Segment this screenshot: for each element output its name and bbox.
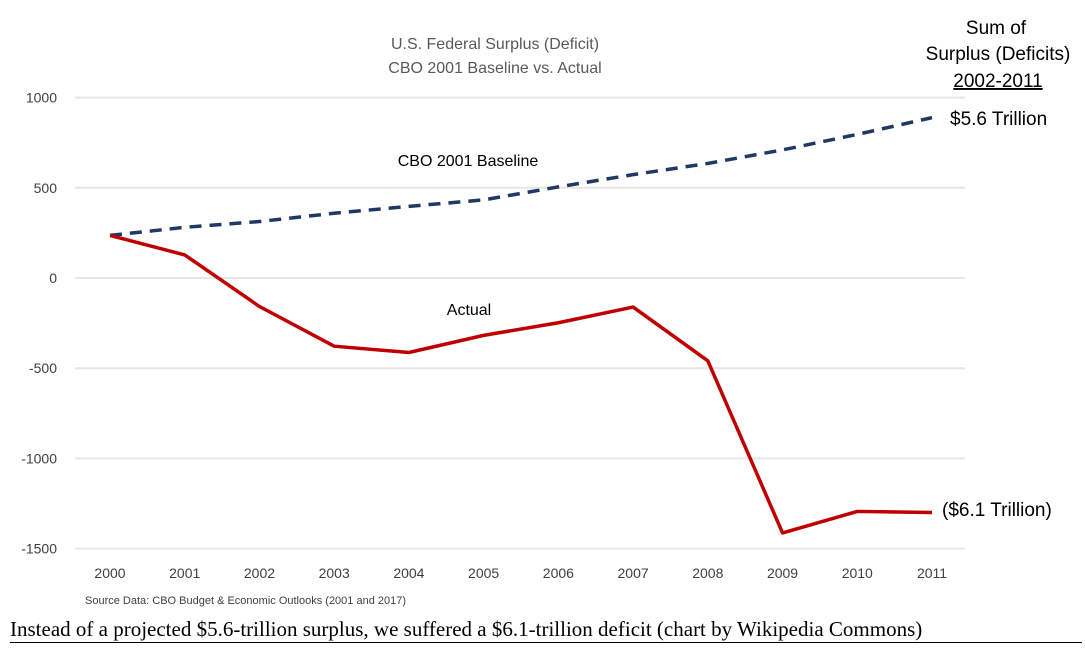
- sum-heading-2: Surplus (Deficits): [926, 44, 1071, 65]
- chart-title: U.S. Federal Surplus (Deficit): [391, 36, 599, 53]
- y-tick-label: 0: [49, 270, 57, 286]
- baseline-label: CBO 2001 Baseline: [398, 153, 539, 170]
- y-tick-labels: 1000 500 0 -500 -1000 -1500: [21, 90, 57, 557]
- y-tick-label: 1000: [26, 90, 57, 106]
- source-note: Source Data: CBO Budget & Economic Outlo…: [85, 595, 406, 607]
- actual-label: Actual: [447, 302, 491, 319]
- x-tick-label: 2000: [94, 565, 125, 581]
- caption: Instead of a projected $5.6-trillion sur…: [10, 616, 1082, 643]
- x-tick-label: 2004: [393, 565, 424, 581]
- chart-subtitle: CBO 2001 Baseline vs. Actual: [388, 60, 601, 77]
- sum-heading-3: 2002-2011: [953, 71, 1042, 92]
- sum-heading-1: Sum of: [966, 18, 1027, 39]
- x-tick-label: 2008: [692, 565, 723, 581]
- series-lines: [109, 115, 933, 535]
- y-tick-label: -1500: [21, 541, 57, 557]
- actual-total: ($6.1 Trillion): [942, 500, 1052, 521]
- y-tick-label: -500: [29, 360, 57, 376]
- y-tick-label: -1000: [21, 450, 57, 466]
- x-tick-label: 2006: [543, 565, 574, 581]
- x-tick-label: 2005: [468, 565, 499, 581]
- grid: [75, 96, 965, 550]
- x-tick-label: 2011: [917, 565, 947, 581]
- x-tick-label: 2003: [319, 565, 350, 581]
- baseline-total: $5.6 Trillion: [950, 109, 1047, 130]
- baseline-series-line: [109, 115, 933, 238]
- actual-series-line: [109, 233, 933, 535]
- x-tick-label: 2007: [618, 565, 649, 581]
- x-tick-label: 2009: [767, 565, 798, 581]
- x-tick-label: 2001: [169, 565, 200, 581]
- x-tick-labels: 2000 2001 2002 2003 2004 2005 2006 2007 2008 2009…: [94, 565, 947, 581]
- x-tick-label: 2002: [244, 565, 275, 581]
- y-tick-label: 500: [34, 180, 58, 196]
- x-tick-label: 2010: [842, 565, 873, 581]
